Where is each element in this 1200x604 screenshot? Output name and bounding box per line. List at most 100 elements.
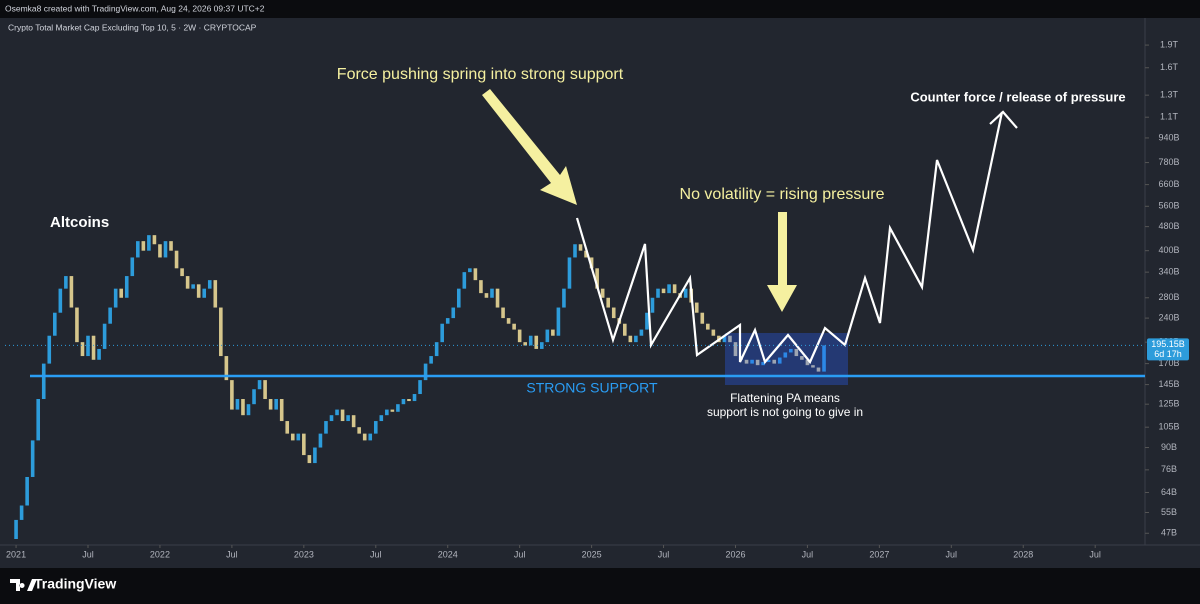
candle <box>119 288 124 298</box>
candle <box>86 335 90 357</box>
candle <box>202 288 207 298</box>
x-tick-label: Jul <box>82 549 94 559</box>
candle <box>368 433 373 441</box>
candle <box>307 455 312 464</box>
candle <box>47 335 52 364</box>
candle <box>445 318 450 324</box>
y-tick-label: 340B <box>1158 267 1179 277</box>
x-tick-label: Jul <box>1089 549 1101 559</box>
candle <box>528 335 533 346</box>
candle <box>694 302 699 313</box>
chart-title: Crypto Total Market Cap Excluding Top 10… <box>8 22 257 32</box>
projection-arrowhead <box>989 110 1018 129</box>
candle <box>744 359 749 364</box>
x-tick-label: 2024 <box>438 549 458 559</box>
candle <box>274 399 278 410</box>
candle <box>174 250 179 269</box>
candle <box>728 335 732 343</box>
credit: Osemka8 created with TradingView.com, Au… <box>5 3 265 13</box>
y-tick-label: 1.9T <box>1160 39 1179 49</box>
candle <box>412 394 417 402</box>
x-tick-label: 2027 <box>869 549 889 559</box>
candle <box>816 367 821 372</box>
y-tick-label: 145B <box>1158 379 1179 389</box>
candle <box>429 356 433 364</box>
x-tick-label: Jul <box>802 549 814 559</box>
candle <box>800 356 804 360</box>
candle <box>506 318 511 324</box>
candle <box>456 288 461 308</box>
candle <box>811 365 815 368</box>
candle <box>64 276 68 289</box>
candle <box>313 447 317 464</box>
candle <box>396 404 400 412</box>
candle <box>517 329 522 343</box>
y-tick-label: 64B <box>1161 487 1177 497</box>
y-tick-label: 125B <box>1158 399 1179 409</box>
x-tick-label: 2021 <box>6 549 26 559</box>
candle <box>268 399 273 410</box>
candle <box>451 307 456 319</box>
candle <box>224 356 229 381</box>
candle <box>473 268 478 281</box>
candle <box>58 288 63 313</box>
candle <box>340 409 345 422</box>
y-tick-label: 400B <box>1158 245 1179 255</box>
candle <box>379 415 384 422</box>
candle <box>805 359 810 366</box>
y-tick-label: 480B <box>1158 221 1179 231</box>
annotation: support is not going to give in <box>707 405 863 419</box>
candle <box>141 241 146 251</box>
candle <box>822 345 826 372</box>
candle <box>683 288 688 298</box>
candle <box>628 335 633 343</box>
footer-band <box>0 568 1200 604</box>
candle <box>706 323 710 330</box>
x-tick-label: Jul <box>658 549 670 559</box>
candle <box>318 433 323 448</box>
candle <box>639 329 644 336</box>
candle <box>650 297 655 313</box>
x-tick-label: 2023 <box>294 549 314 559</box>
candle <box>700 312 705 324</box>
candle <box>213 280 218 308</box>
candle <box>385 409 389 416</box>
annotation: No volatility = rising pressure <box>680 186 885 203</box>
candle <box>423 363 428 381</box>
arrow <box>767 212 797 312</box>
x-tick-label: Jul <box>370 549 382 559</box>
candle <box>672 284 677 294</box>
candle <box>611 307 616 319</box>
candle <box>180 268 184 277</box>
candle <box>789 348 793 353</box>
projection-path <box>575 111 1004 365</box>
candle <box>794 348 799 357</box>
candle <box>252 389 256 405</box>
candle <box>512 323 516 330</box>
y-tick-label: 76B <box>1161 464 1177 474</box>
candle <box>418 380 422 395</box>
candle <box>108 307 112 324</box>
candle <box>578 244 583 251</box>
candle <box>257 380 262 390</box>
candle <box>169 241 173 251</box>
candle <box>556 307 561 336</box>
candle <box>241 399 245 416</box>
candle <box>36 399 41 441</box>
y-tick-label: 1.1T <box>1160 112 1179 122</box>
candle <box>357 427 361 434</box>
candle <box>207 280 212 289</box>
candles <box>14 235 826 540</box>
x-tick-label: 2025 <box>582 549 602 559</box>
candle <box>196 284 201 298</box>
price-tag <box>1147 338 1189 361</box>
annotation: Altcoins <box>50 214 109 231</box>
candle <box>235 399 240 410</box>
candle <box>296 433 301 441</box>
candle <box>346 415 350 422</box>
candle <box>147 235 151 251</box>
y-tick-label: 660B <box>1158 179 1179 189</box>
candle <box>401 399 406 405</box>
candle <box>351 415 356 428</box>
candle <box>158 244 162 258</box>
